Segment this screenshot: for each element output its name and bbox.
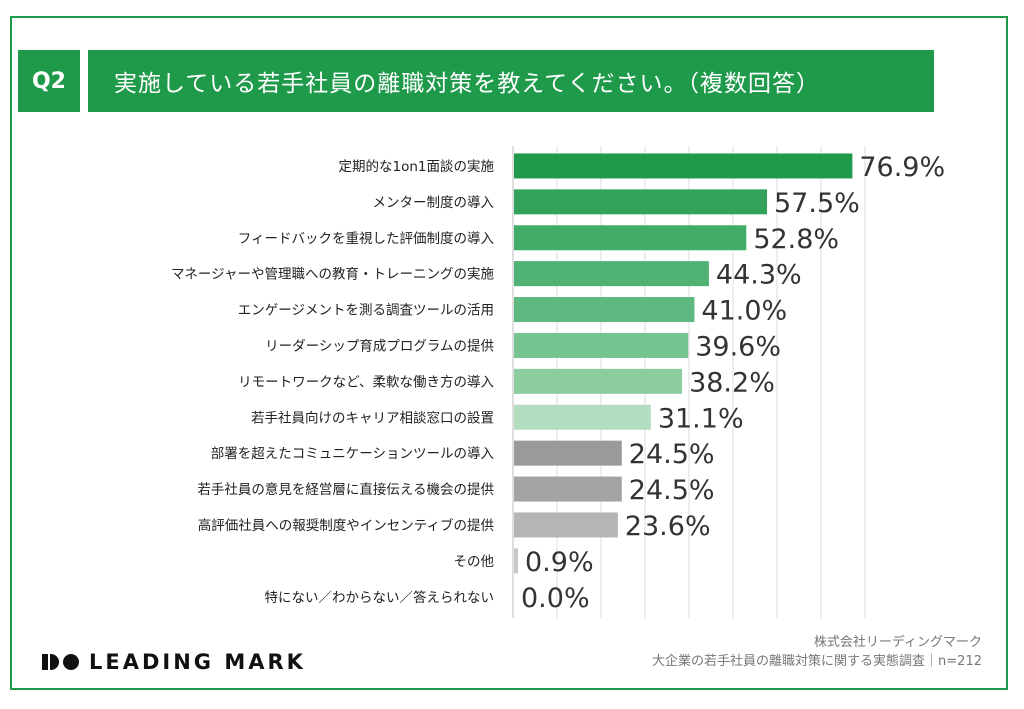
category-label: 特にない／わからない／答えられない <box>265 589 495 606</box>
bar <box>514 332 689 358</box>
bar <box>514 476 622 502</box>
value-label: 0.0% <box>521 583 590 614</box>
category-label: 部署を超えたコミュニケーションツールの導入 <box>211 446 495 462</box>
source-company: 株式会社リーディングマーク <box>813 635 982 650</box>
question-title-bar: 実施している若手社員の離職対策を教えてください。（複数回答） <box>88 50 934 112</box>
source-survey: 大企業の若手社員の離職対策に関する実態調査｜n=212 <box>652 654 982 669</box>
bar <box>514 404 651 430</box>
grid-lines <box>512 146 866 618</box>
value-label: 0.9% <box>525 547 594 578</box>
category-label: リーダーシップ育成プログラムの提供 <box>265 338 494 354</box>
bar <box>514 548 518 574</box>
value-label: 31.1% <box>658 403 744 434</box>
logo-text: LEADING MARK <box>89 650 306 674</box>
category-label: 若手社員の意見を経営層に直接伝える機会の提供 <box>197 481 494 498</box>
bar <box>514 225 747 251</box>
value-label: 41.0% <box>701 296 787 327</box>
bar <box>514 297 695 323</box>
value-label: 44.3% <box>716 260 802 291</box>
category-label: マネージャーや管理職への教育・トレーニングの実施 <box>171 267 495 283</box>
value-label: 24.5% <box>629 475 715 506</box>
category-label: 定期的な1on1面談の実施 <box>339 159 495 175</box>
chart-frame <box>10 16 1008 690</box>
bar <box>514 440 622 466</box>
source-note: 株式会社リーディングマーク 大企業の若手社員の離職対策に関する実態調査｜n=21… <box>652 633 982 671</box>
category-label: メンター制度の導入 <box>373 195 495 211</box>
bar <box>514 512 618 538</box>
value-label: 76.9% <box>859 152 945 183</box>
logo-mark-icon <box>42 654 79 670</box>
bar <box>514 261 709 287</box>
category-label: その他 <box>454 554 495 570</box>
category-label: フィードバックを重視した評価制度の導入 <box>238 231 495 247</box>
category-label: リモートワークなど、柔軟な働き方の導入 <box>238 374 494 390</box>
category-label: 若手社員向けのキャリア相談窓口の設置 <box>251 409 494 426</box>
value-label: 52.8% <box>753 224 839 255</box>
question-title: 実施している若手社員の離職対策を教えてください。（複数回答） <box>114 71 820 97</box>
bar <box>514 189 767 215</box>
bar <box>514 153 853 179</box>
bars: 定期的な1on1面談の実施 76.9% メンター制度の導入 57.5% フィードバックを… <box>171 152 945 614</box>
question-badge: Q2 <box>18 50 80 112</box>
value-label: 24.5% <box>629 439 715 470</box>
value-label: 39.6% <box>695 331 781 362</box>
value-label: 57.5% <box>774 188 860 219</box>
category-label: エンゲージメントを測る調査ツールの活用 <box>238 303 494 319</box>
company-logo: LEADING MARK <box>42 650 306 674</box>
value-label: 23.6% <box>625 511 711 542</box>
category-label: 高評価社員への報奨制度やインセンティブの提供 <box>198 517 494 534</box>
value-label: 38.2% <box>689 367 775 398</box>
bar <box>514 368 683 394</box>
question-number: Q2 <box>31 68 66 94</box>
